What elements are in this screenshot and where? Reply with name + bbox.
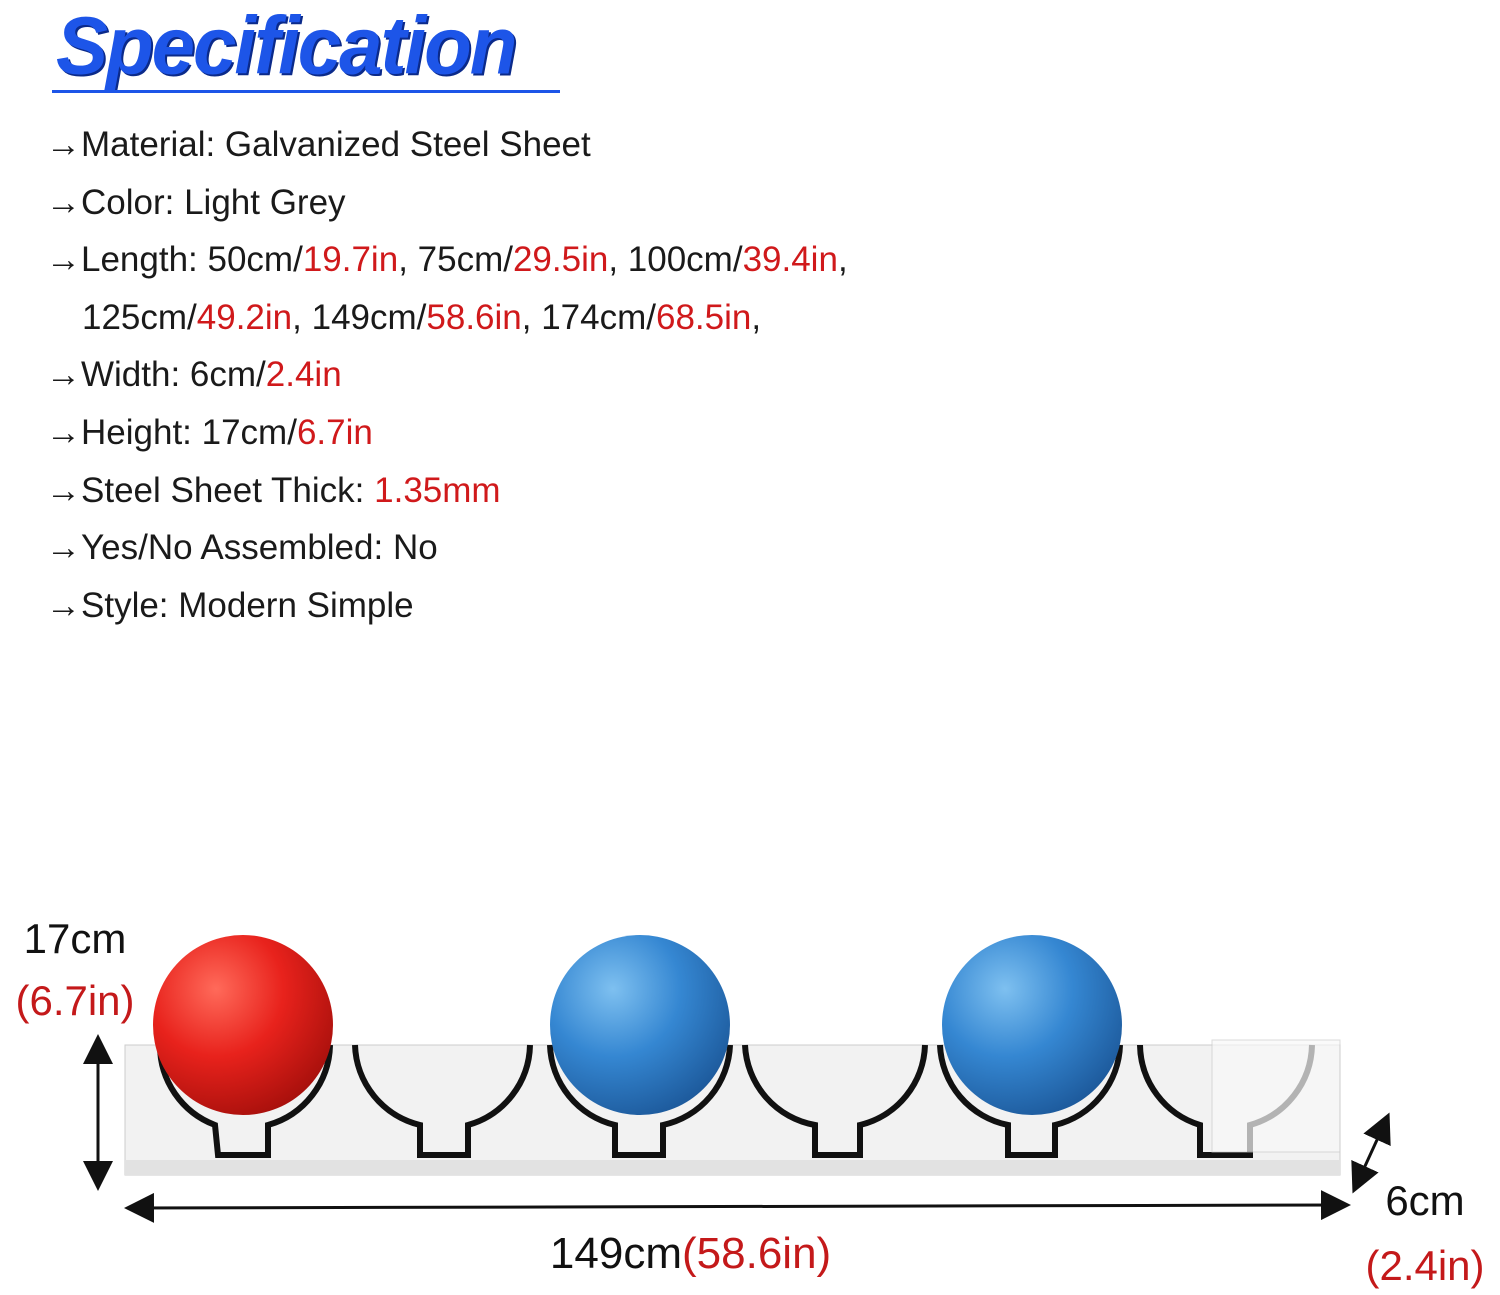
spec-value-imperial: 1.35mm	[374, 470, 501, 510]
spec-text: ,	[751, 297, 762, 337]
height-imperial: (6.7in)	[15, 977, 134, 1024]
spec-value-imperial: 2.4in	[265, 355, 342, 395]
spec-text: , 149cm/	[292, 297, 427, 337]
spec-value-imperial: 19.7in	[302, 240, 399, 280]
spec-line: →Steel Sheet Thick: 1.35mm	[46, 468, 848, 526]
spec-value-imperial: 58.6in	[426, 297, 522, 337]
spec-line: →Color: Light Grey	[46, 180, 848, 238]
width-imperial: (2.4in)	[1365, 1242, 1484, 1289]
spec-text: , 174cm/	[521, 297, 656, 337]
rack	[124, 1039, 1341, 1176]
spec-list: →Material: Galvanized Steel Sheet →Color:…	[46, 122, 848, 640]
spec-text: →Width: 6cm/	[46, 355, 266, 395]
spec-text: →Yes/No Assembled: No	[46, 528, 438, 568]
spec-text: →Color: Light Grey	[46, 182, 346, 222]
spec-line: →Material: Galvanized Steel Sheet	[46, 122, 848, 180]
title-underline	[52, 90, 560, 93]
spec-line: →Length: 50cm/19.7in, 75cm/29.5in, 100cm…	[46, 237, 848, 295]
spec-value-imperial: 39.4in	[742, 240, 838, 280]
spec-value-imperial: 68.5in	[656, 297, 752, 337]
spec-text: 125cm/	[82, 297, 197, 337]
spec-value-imperial: 29.5in	[512, 240, 609, 280]
spec-value-imperial: 6.7in	[296, 412, 373, 452]
spec-text: →Material: Galvanized Steel Sheet	[46, 125, 591, 164]
ball-blue	[550, 935, 730, 1115]
ball-blue	[942, 935, 1122, 1115]
spec-text: ,	[837, 240, 848, 280]
spec-line: 125cm/49.2in, 149cm/58.6in, 174cm/68.5in…	[46, 295, 848, 353]
title: Specification	[56, 0, 517, 92]
spec-text: →Height: 17cm/	[46, 412, 297, 452]
height-metric: 17cm	[24, 915, 127, 962]
spec-line: →Style: Modern Simple	[46, 583, 848, 641]
spec-text: , 100cm/	[608, 240, 743, 280]
width-metric: 6cm	[1385, 1177, 1464, 1224]
spec-text: →Style: Modern Simple	[46, 585, 414, 625]
ball-red	[153, 935, 333, 1115]
spec-text: →Length: 50cm/	[46, 240, 303, 280]
spec-text: →Steel Sheet Thick:	[46, 470, 375, 510]
spec-line: →Width: 6cm/2.4in	[46, 352, 848, 410]
spec-text: , 75cm/	[398, 240, 513, 280]
length-metric: 149cm	[550, 1229, 682, 1278]
dimension-arrows	[83, 1034, 1391, 1223]
spec-line: →Yes/No Assembled: No	[46, 525, 848, 583]
length-imperial: (58.6in)	[682, 1229, 831, 1278]
spec-value-imperial: 49.2in	[196, 297, 293, 337]
spec-line: →Height: 17cm/6.7in	[46, 410, 848, 468]
